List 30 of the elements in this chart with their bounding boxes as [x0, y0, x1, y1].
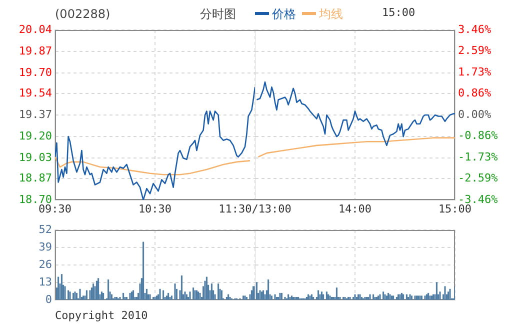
text: 0.00% — [458, 108, 492, 121]
x-tick-label: 11:30/13:00 — [218, 202, 292, 216]
y-tick-label: 19.20 — [18, 129, 52, 142]
text: 2.59% — [458, 44, 492, 58]
text: 1.73% — [458, 65, 492, 78]
text: -0.86% — [458, 128, 498, 142]
y-tick-label: 18.87 — [18, 171, 52, 184]
y-tick-label: 52 — [38, 222, 52, 236]
y-tick-label: 20.04 — [18, 22, 52, 36]
legend-label: 价格 — [271, 6, 296, 22]
text: -1.73% — [458, 150, 498, 164]
chart-title: (002288) — [55, 6, 110, 22]
y-tick-label: 19.70 — [18, 66, 52, 79]
text: 15:00 — [382, 6, 416, 19]
y-tick-label: 0 — [45, 292, 52, 306]
x-tick-label: 14:00 — [338, 202, 372, 216]
text: Copyright 2010 — [55, 309, 148, 322]
y-tick-label: 26 — [38, 258, 52, 271]
y-tick-label: 19.03 — [18, 150, 52, 164]
x-tick-label: 10:30 — [138, 202, 172, 216]
chart-subtitle: 分时图 — [200, 6, 236, 22]
text: 3.46% — [458, 22, 492, 36]
y-tick-label: 19.37 — [18, 108, 52, 121]
text: 0.86% — [458, 86, 492, 100]
legend-label: 均线 — [318, 6, 343, 22]
y-tick-label: 19.87 — [18, 44, 52, 58]
text: -2.59% — [458, 171, 498, 184]
y-tick-label: 39 — [38, 240, 52, 254]
y-tick-label: 13 — [38, 275, 52, 288]
y-tick-label: 19.54 — [18, 86, 52, 100]
